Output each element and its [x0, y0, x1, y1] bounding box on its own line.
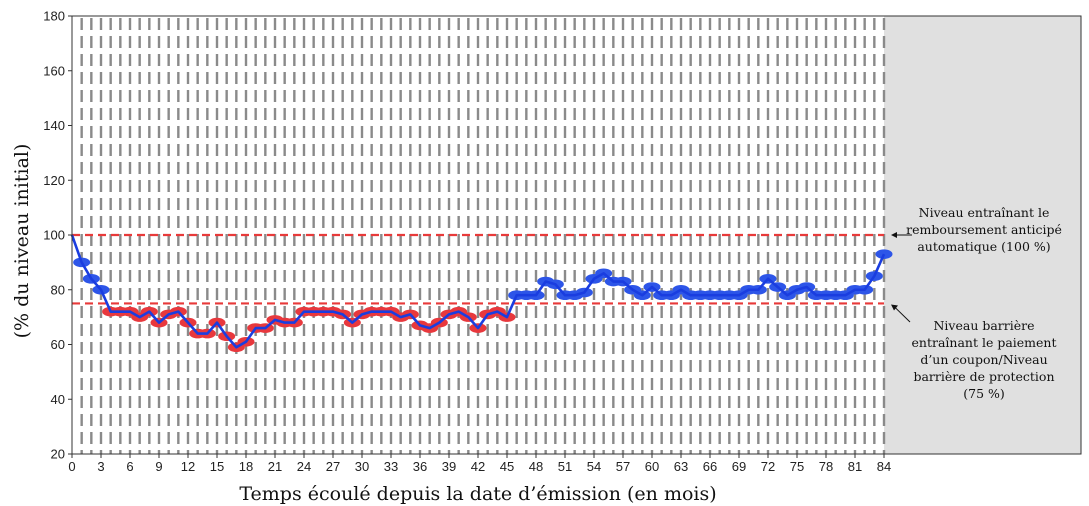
annotation-arrowhead	[891, 232, 897, 238]
annotation-line: remboursement anticipé	[906, 222, 1062, 237]
x-tick-label: 33	[384, 459, 398, 474]
x-tick-label: 75	[790, 459, 804, 474]
x-tick-label: 66	[703, 459, 717, 474]
x-tick-label: 18	[239, 459, 253, 474]
x-tick-label: 6	[126, 459, 133, 474]
y-tick-label: 120	[43, 173, 65, 188]
x-tick-label: 54	[587, 459, 601, 474]
y-tick-label: 80	[51, 282, 65, 297]
annotation-text: Niveau entraînant le remboursement antici…	[906, 205, 1062, 254]
x-tick-label: 57	[616, 459, 630, 474]
x-tick-label: 0	[68, 459, 75, 474]
x-tick-label: 81	[848, 459, 862, 474]
annotations: Niveau entraînant le remboursement antici…	[891, 205, 1062, 401]
annotation-line: Niveau barrière	[933, 318, 1034, 333]
y-tick-label: 60	[51, 337, 65, 352]
x-tick-label: 30	[355, 459, 369, 474]
reference-lines	[72, 233, 884, 305]
y-tick-label: 100	[43, 228, 65, 243]
x-tick-label: 63	[674, 459, 688, 474]
x-axis-title: Temps écoulé depuis la date d’émission (…	[239, 483, 716, 505]
y-tick-labels: 20 40 60 80 100 120 140 160 180	[43, 9, 72, 462]
annotation-line: entraînant le paiement	[912, 335, 1057, 350]
x-tick-label: 78	[819, 459, 833, 474]
x-tick-label: 51	[558, 459, 572, 474]
annotation-line: barrière de protection	[913, 369, 1054, 384]
x-tick-label: 60	[645, 459, 659, 474]
annotation-arrow	[892, 305, 911, 323]
x-tick-label: 84	[877, 459, 891, 474]
annotation-line: automatique (100 %)	[917, 239, 1050, 254]
x-tick-label: 12	[181, 459, 195, 474]
annotation-line: (75 %)	[963, 386, 1005, 401]
annotation-arrowhead	[891, 304, 898, 311]
x-tick-labels: 0 3 6 9 12 15 18 21 24 27 30 33 36 39 42 45 48 51 54 57 60 63…	[68, 454, 891, 474]
x-tick-label: 69	[732, 459, 746, 474]
annotation-line: Niveau entraînant le	[919, 205, 1050, 220]
x-tick-label: 3	[97, 459, 104, 474]
y-tick-label: 180	[43, 9, 65, 24]
y-tick-label: 140	[43, 118, 65, 133]
x-tick-label: 24	[297, 459, 311, 474]
x-tick-label: 21	[268, 459, 282, 474]
y-tick-label: 20	[51, 447, 65, 462]
x-tick-label: 39	[442, 459, 456, 474]
data-series	[70, 234, 893, 353]
x-tick-label: 45	[500, 459, 514, 474]
post-maturity-shaded-region	[884, 16, 1081, 454]
y-tick-label: 40	[51, 392, 65, 407]
x-tick-label: 36	[413, 459, 427, 474]
x-tick-label: 42	[471, 459, 485, 474]
x-tick-label: 15	[210, 459, 224, 474]
annotation-line: d’un coupon/Niveau	[920, 352, 1047, 367]
annotation-text: Niveau barrière entraînant le paiement d’u…	[912, 318, 1057, 401]
series-line	[70, 234, 886, 349]
x-tick-label: 48	[529, 459, 543, 474]
y-tick-label: 160	[43, 63, 65, 78]
y-axis-title: (% du niveau initial)	[11, 144, 33, 339]
x-tick-label: 9	[155, 459, 162, 474]
x-tick-label: 72	[761, 459, 775, 474]
x-tick-label: 27	[326, 459, 340, 474]
